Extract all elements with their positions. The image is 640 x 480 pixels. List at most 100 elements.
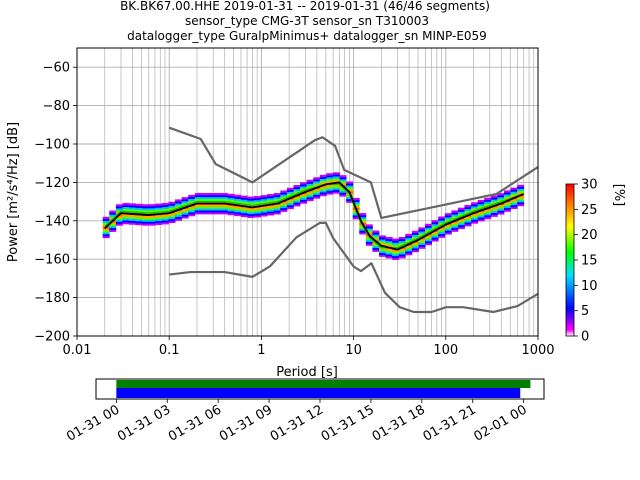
psd-cell <box>490 214 498 217</box>
psd-cell <box>115 219 123 222</box>
psd-cell <box>490 212 498 215</box>
psd-cell <box>378 254 386 257</box>
psd-cell <box>464 204 472 208</box>
psd-cell <box>221 196 229 200</box>
psd-cell <box>438 222 446 225</box>
psd-cell <box>359 214 367 218</box>
psd-cell <box>372 249 380 252</box>
psd-cell <box>155 220 163 224</box>
plot-frame <box>76 47 539 337</box>
psd-cell <box>234 212 242 215</box>
psd-cell <box>490 208 498 212</box>
psd-cell <box>168 203 176 206</box>
psd-cell <box>188 206 196 209</box>
psd-cell <box>457 209 465 212</box>
psd-cell <box>201 198 209 201</box>
psd-cell <box>155 218 163 222</box>
psd-cell <box>497 197 505 200</box>
psd-cell <box>214 212 222 215</box>
psd-cell <box>457 223 465 226</box>
psd-cell <box>254 196 261 199</box>
psd-cell <box>260 196 268 200</box>
psd-cell <box>319 188 327 191</box>
psd-cell <box>418 231 426 234</box>
psd-cell <box>240 209 248 212</box>
psd-cell <box>444 224 452 227</box>
psd-cell <box>346 187 354 190</box>
psd-cell <box>115 204 123 207</box>
psd-cell <box>286 201 294 204</box>
psd-cell <box>444 226 452 229</box>
title-line-2: sensor_type CMG-3T sensor_sn T310003 <box>185 14 429 28</box>
psd-cell <box>161 218 169 221</box>
psd-cell <box>129 220 136 223</box>
psd-cell <box>359 216 367 220</box>
psd-cell <box>267 209 275 212</box>
psd-cell <box>411 242 419 245</box>
psd-cell <box>280 207 288 210</box>
psd-cell <box>168 205 176 208</box>
psd-cell <box>425 223 433 226</box>
psd-cell <box>227 197 235 200</box>
psd-cell <box>378 235 386 238</box>
x-tick-label: 100 <box>433 343 458 358</box>
psd-cell <box>129 216 136 219</box>
psd-cell <box>240 207 248 210</box>
psd-cell <box>365 237 373 241</box>
psd-cell <box>175 214 183 217</box>
psd-cell <box>365 232 373 235</box>
psd-cell <box>227 199 235 202</box>
psd-cell <box>129 203 136 206</box>
psd-cell <box>477 217 485 220</box>
psd-cell <box>378 250 386 253</box>
colorbar-tick-label: 15 <box>581 254 598 269</box>
psd-cell <box>405 233 413 237</box>
psd-cell <box>319 186 327 189</box>
psd-cell <box>464 206 472 210</box>
psd-cell <box>306 193 314 196</box>
psd-cell <box>398 250 406 253</box>
psd-cell <box>300 201 308 204</box>
psd-cell <box>392 257 400 260</box>
psd-cell <box>181 202 189 206</box>
psd-cell <box>484 215 492 218</box>
psd-cell <box>490 199 498 202</box>
psd-cell <box>332 185 340 188</box>
psd-cell <box>319 190 327 193</box>
psd-cell <box>326 175 334 178</box>
y-tick-label: −80 <box>43 99 70 114</box>
psd-cell <box>346 198 354 201</box>
psd-cell <box>451 229 459 232</box>
psd-cell <box>194 212 202 215</box>
psd-cell <box>135 203 143 207</box>
coverage-bars <box>116 380 531 398</box>
psd-cell <box>352 201 360 204</box>
x-tick-label: 10 <box>345 343 362 358</box>
psd-cell <box>385 244 393 247</box>
psd-cell <box>273 212 281 215</box>
psd-cell <box>188 200 196 203</box>
psd-cell <box>102 230 110 233</box>
psd-cell <box>155 222 163 225</box>
psd-cell <box>306 183 314 186</box>
psd-cell <box>477 211 485 214</box>
psd-cell <box>168 215 176 218</box>
psd-cell <box>161 206 169 209</box>
psd-cell <box>273 193 281 196</box>
psd-cell <box>247 198 255 201</box>
psd-cell <box>365 228 373 231</box>
psd-cell <box>188 214 196 217</box>
psd-cell <box>418 242 426 245</box>
psd-cell <box>142 208 150 211</box>
psd-cell <box>326 184 334 187</box>
psd-cell <box>418 238 426 242</box>
psd-cell <box>214 204 222 207</box>
psd-cell <box>240 212 248 216</box>
psd-cell <box>332 179 340 183</box>
psd-cell <box>168 217 176 220</box>
psd-cell <box>346 200 354 203</box>
psd-cell <box>129 207 136 210</box>
psd-cell <box>326 173 334 176</box>
psd-cell <box>378 252 386 255</box>
psd-cell <box>207 194 215 198</box>
